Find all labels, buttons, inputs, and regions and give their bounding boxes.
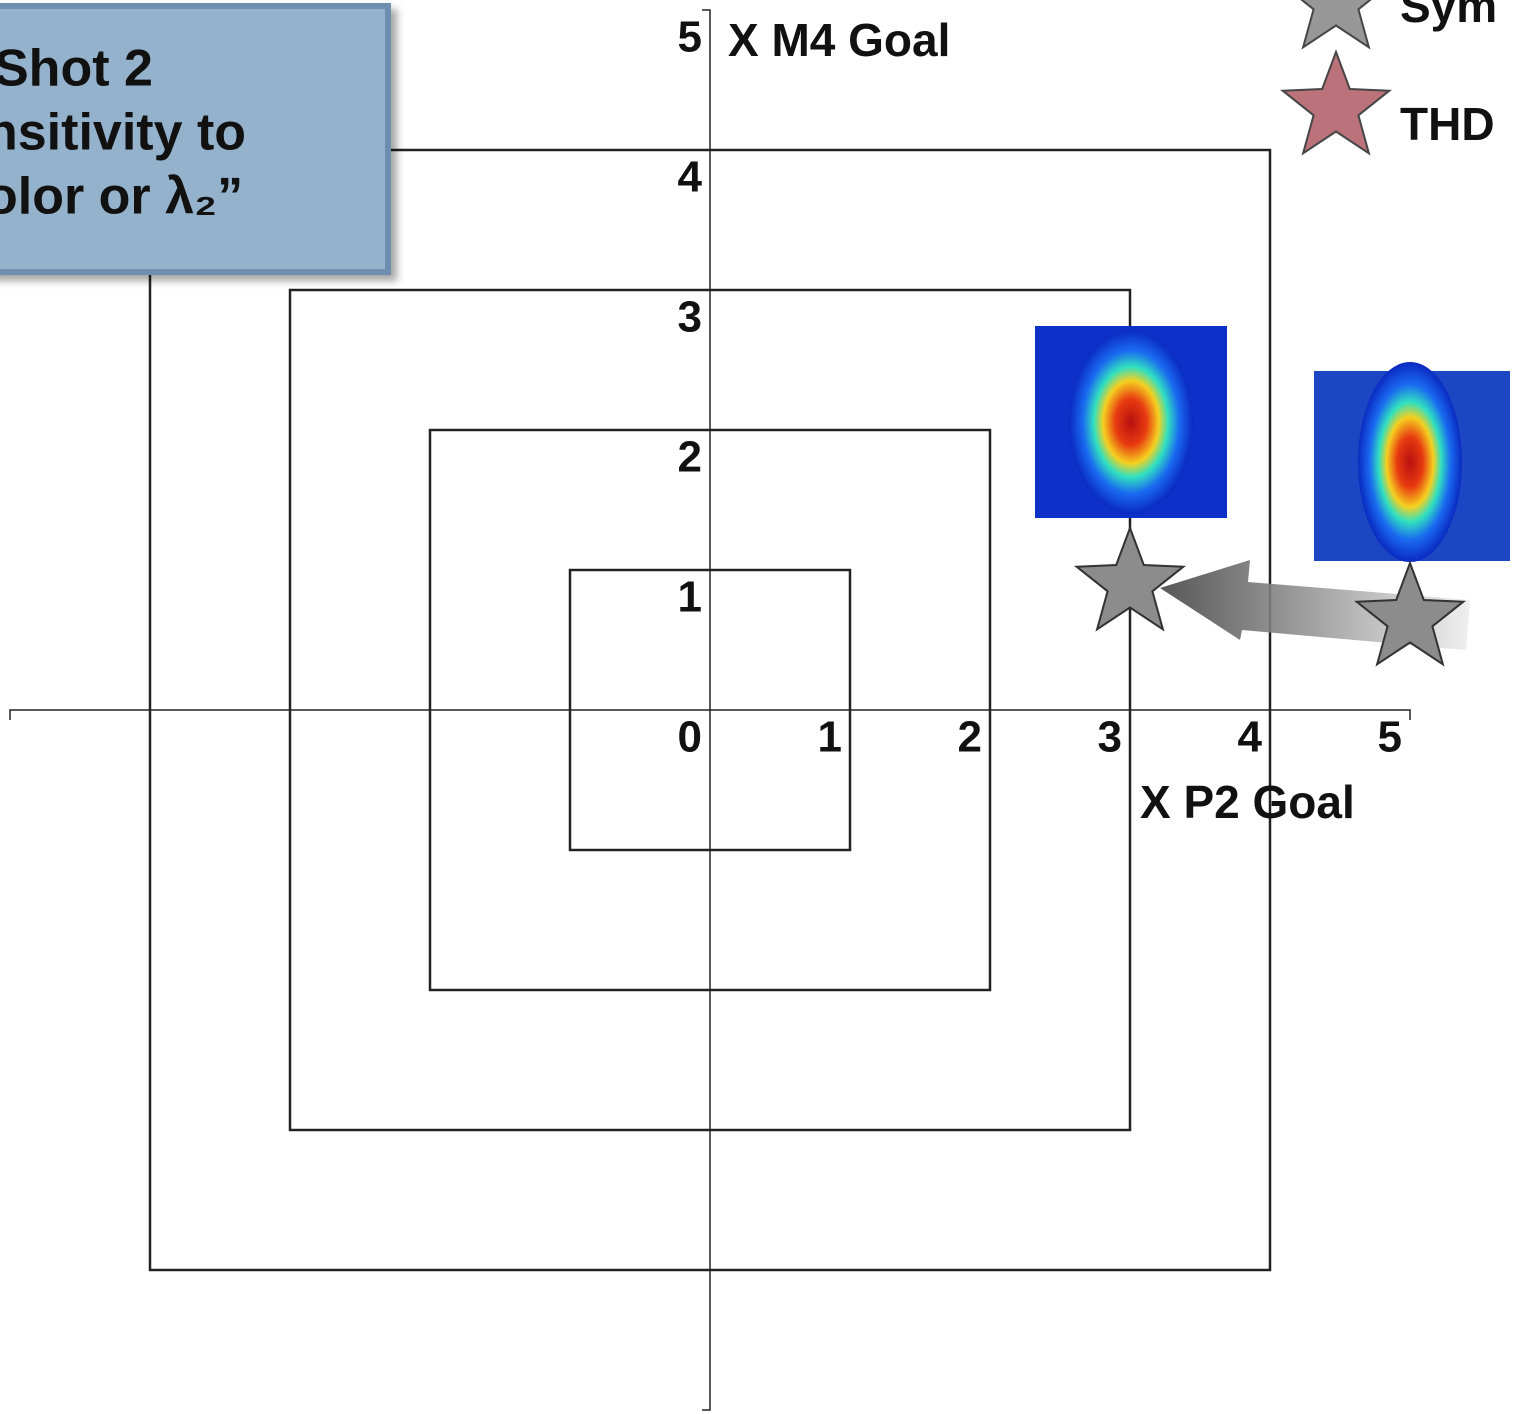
x-axis-label: X P2 Goal	[1140, 776, 1355, 828]
x-tick-label: 5	[1378, 713, 1402, 762]
y-axis-label: X M4 Goal	[728, 14, 950, 66]
legend-marker	[1279, 49, 1393, 156]
x-tick-label: 1	[818, 713, 842, 762]
top-layer: 0 1 2 3 4 5 1 2 3 4 5 X P2 Goal X M4 Goal Sym THD	[678, 0, 1497, 828]
star-point	[1353, 560, 1467, 667]
x-tick-label: 0	[678, 713, 702, 762]
x-tick-label: 2	[958, 713, 982, 762]
x-tick-label: 4	[1238, 713, 1263, 762]
y-axis	[702, 9, 711, 1411]
note-box	[0, 3, 391, 275]
legend-label: Sym	[1400, 0, 1497, 32]
note-layer: Shot 2 nsitivity to olor or λ₂”	[0, 40, 246, 226]
y-tick-label: 5	[678, 13, 702, 62]
y-tick-label: 2	[678, 433, 702, 482]
x-tick-label: 3	[1098, 713, 1122, 762]
grid-layer	[9, 9, 1411, 1411]
legend-marker	[1300, 0, 1372, 50]
y-tick-label: 1	[678, 573, 702, 622]
y-tick-label: 3	[678, 293, 702, 342]
thumbnail	[1314, 362, 1510, 562]
note-text: Shot 2	[0, 40, 153, 98]
note-text: olor or λ₂”	[0, 168, 243, 226]
star-point	[1073, 525, 1187, 632]
legend-label: THD	[1400, 98, 1495, 150]
y-tick-label: 4	[678, 153, 703, 202]
thumbnail	[1035, 326, 1227, 518]
note-text: nsitivity to	[0, 104, 246, 162]
